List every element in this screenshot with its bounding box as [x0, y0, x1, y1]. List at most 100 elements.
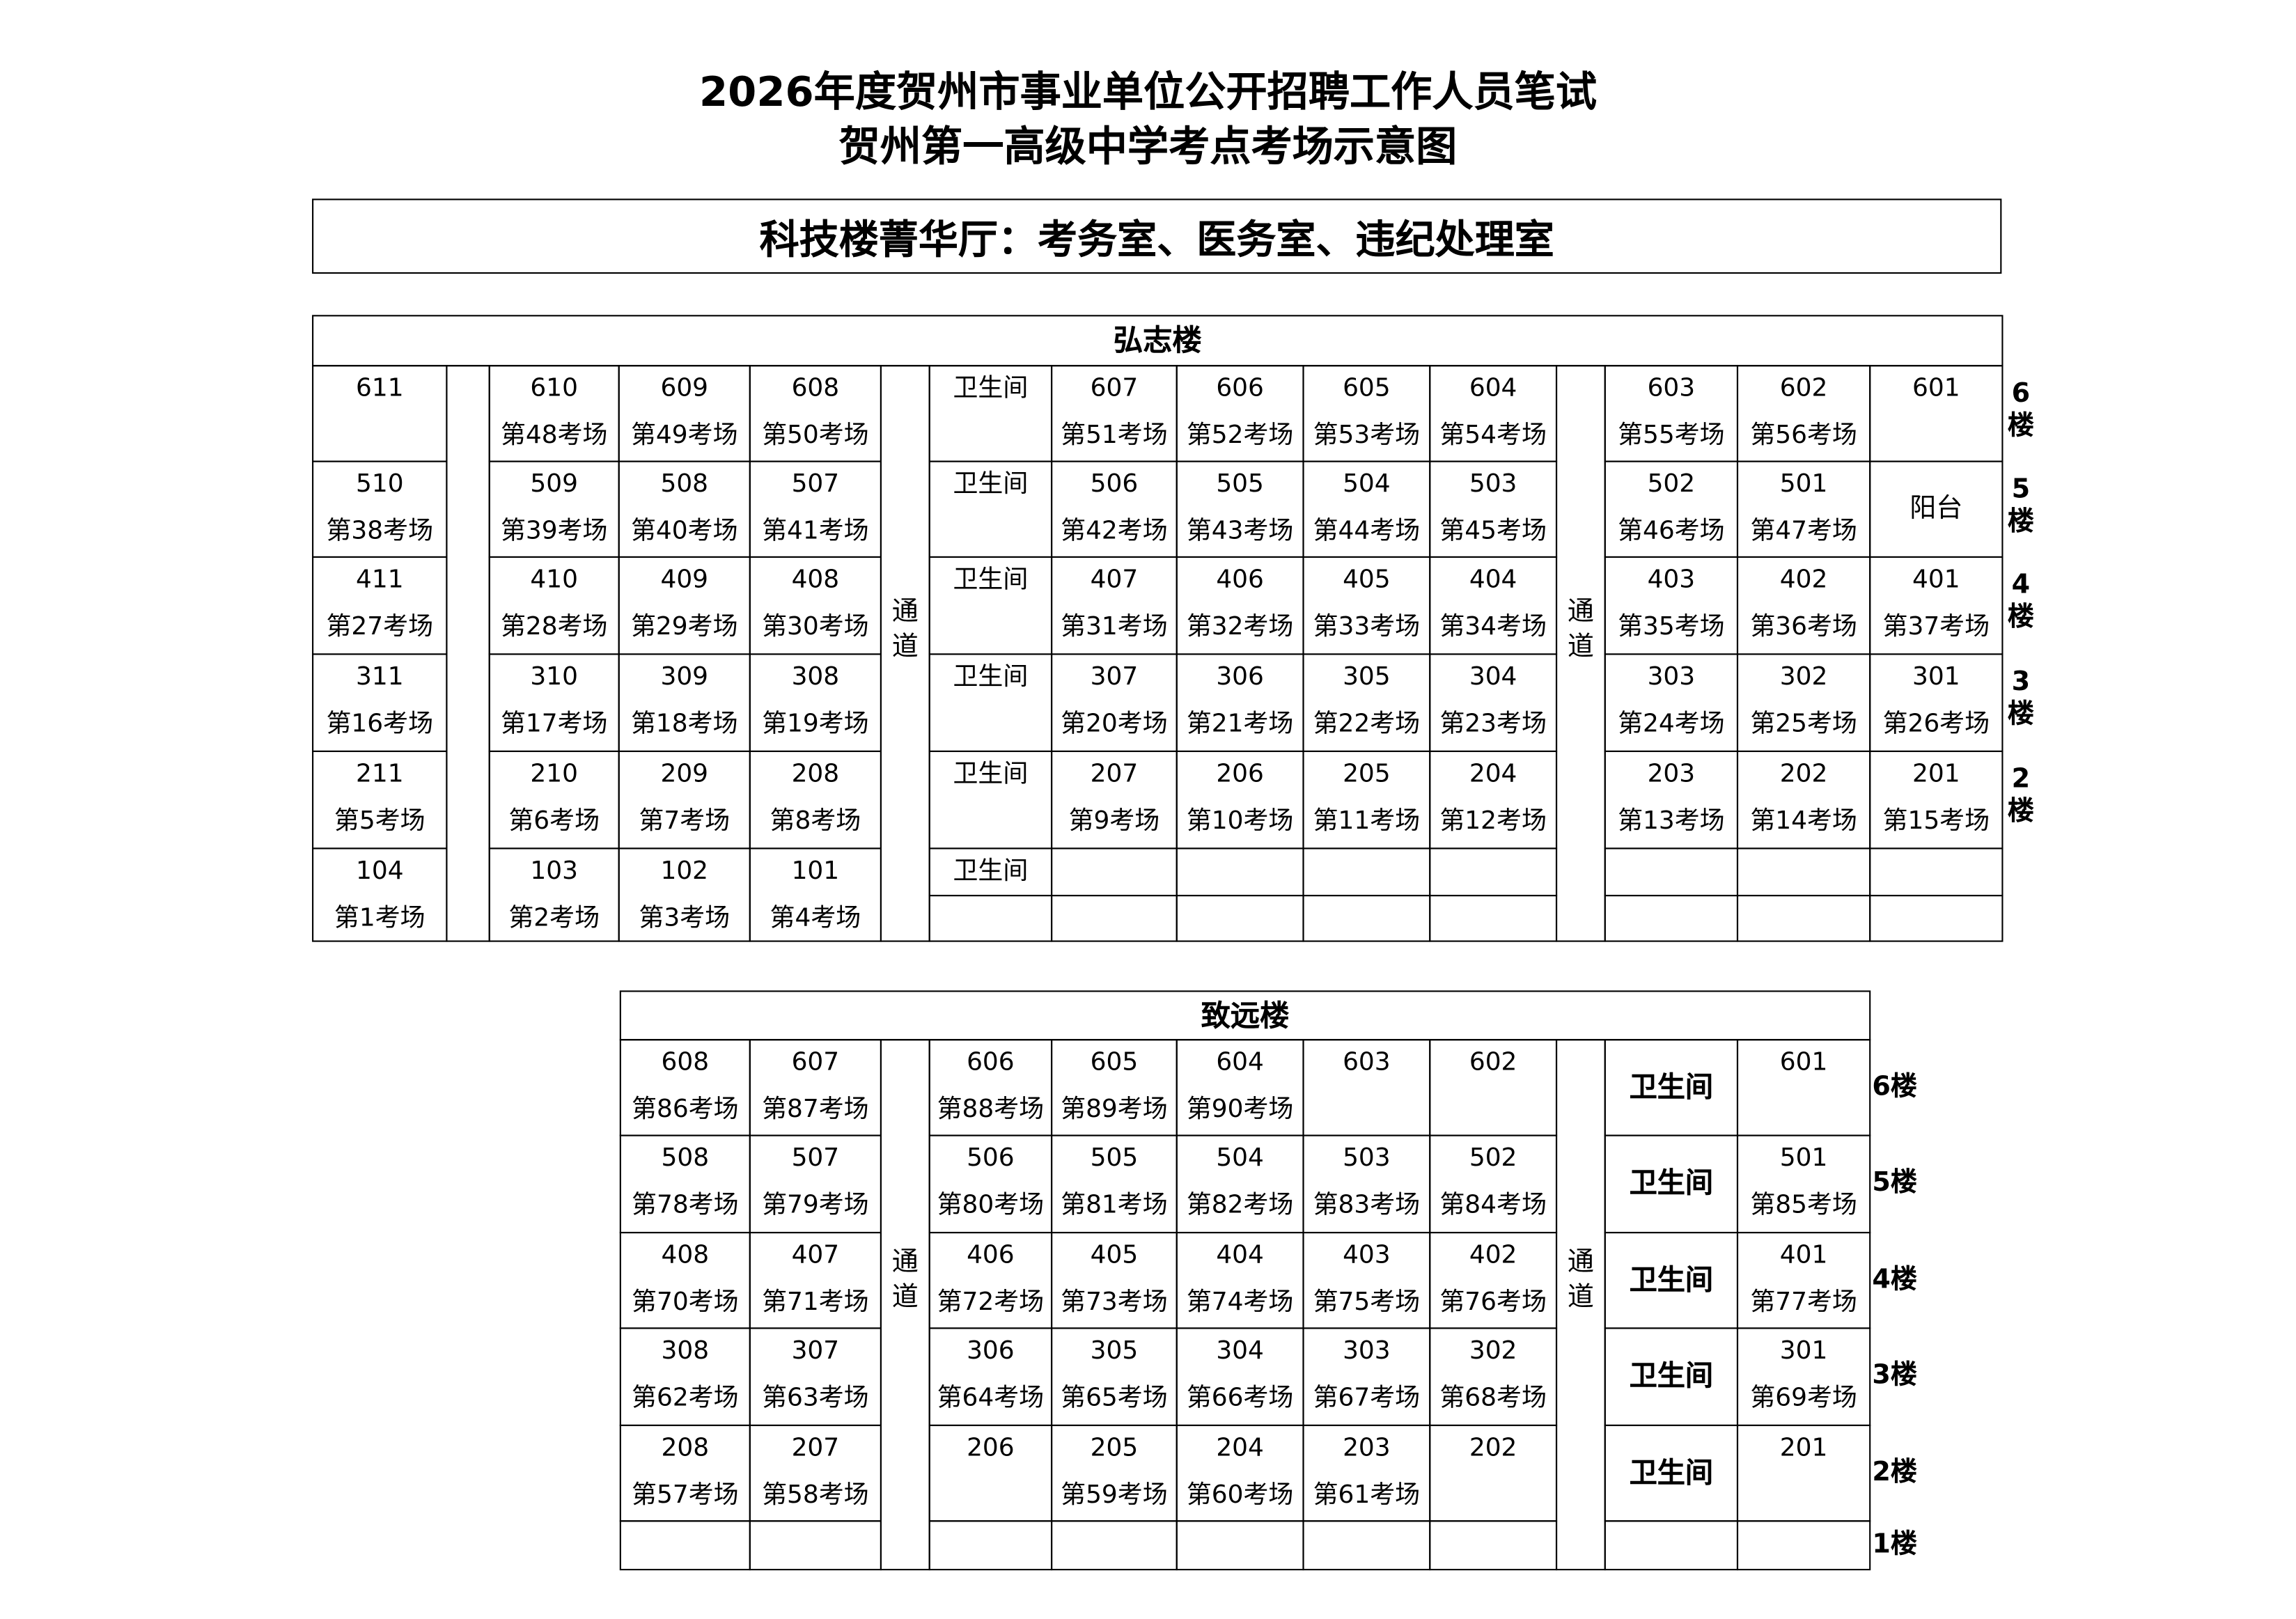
- room-number: 602: [1469, 1047, 1517, 1078]
- room-cell: [1604, 895, 1739, 942]
- room-cell: 卫生间: [1604, 1327, 1739, 1426]
- room-cell: [619, 1520, 751, 1571]
- room-number: 601: [1779, 1047, 1828, 1078]
- exam-room-label: 第52考场: [1186, 421, 1294, 451]
- room-number: 206: [967, 1433, 1015, 1463]
- room-cell: 307 第63考场: [749, 1327, 882, 1426]
- room-cell: 607 第51考场: [1051, 365, 1178, 462]
- room-number: 406: [967, 1240, 1015, 1270]
- room-number: 103: [530, 857, 579, 886]
- floor-label: 1楼: [1872, 1528, 1917, 1560]
- room-number: 101: [791, 857, 840, 886]
- room-cell: [1736, 1520, 1871, 1571]
- room-number: 403: [1647, 565, 1696, 595]
- room-number: 309: [660, 662, 709, 692]
- room-cell: 卫生间: [928, 460, 1053, 558]
- exam-room-label: 第54考场: [1439, 421, 1547, 451]
- exam-room-label: 第2考场: [508, 903, 600, 933]
- room-cell: 301 第69考场: [1736, 1327, 1871, 1426]
- room-number: 401: [1912, 565, 1960, 595]
- room-cell: 307 第20考场: [1051, 653, 1178, 752]
- room-number: 207: [1090, 759, 1139, 789]
- exam-room-label: 第6考场: [508, 806, 600, 836]
- room-cell: 504 第44考场: [1302, 460, 1431, 558]
- exam-room-label: 第79考场: [762, 1190, 869, 1221]
- exam-room-label: 第5考场: [334, 806, 425, 836]
- exam-room-label: 第66考场: [1186, 1383, 1294, 1413]
- exam-room-label: 第4考场: [770, 903, 861, 933]
- floor-label: 楼: [2007, 409, 2034, 441]
- room-cell: 402 第76考场: [1429, 1231, 1558, 1329]
- room-number: 407: [1090, 565, 1139, 595]
- room-cell: 309 第18考场: [618, 653, 751, 752]
- exam-room-label: 第30考场: [762, 612, 869, 642]
- room-number: 509: [530, 469, 579, 499]
- exam-room-label: 第14考场: [1750, 806, 1857, 836]
- room-number: 501: [1779, 1143, 1828, 1173]
- exam-room-label: 第20考场: [1061, 709, 1168, 739]
- exam-room-label: 第19考场: [762, 709, 869, 739]
- room-cell: 201 第15考场: [1869, 750, 2004, 850]
- room-number: 501: [1779, 469, 1828, 499]
- cell-note: 卫生间: [1629, 1263, 1714, 1296]
- exam-room-label: 第56考场: [1750, 421, 1857, 451]
- room-number: 602: [1779, 373, 1828, 404]
- exam-room-label: 第21考场: [1186, 709, 1294, 739]
- room-cell: [1302, 895, 1431, 942]
- exam-room-label: 第28考场: [500, 612, 608, 642]
- exam-room-label: 第8考场: [770, 806, 861, 836]
- room-number: 608: [661, 1047, 710, 1078]
- room-number: 505: [1090, 1143, 1139, 1173]
- room-cell: 306 第21考场: [1176, 653, 1304, 752]
- room-number: 卫生间: [953, 759, 1029, 789]
- room-cell: 401 第37考场: [1869, 556, 2004, 655]
- room-cell: 211 第5考场: [312, 750, 448, 850]
- room-number: 302: [1779, 662, 1828, 692]
- room-cell: 609 第49考场: [618, 365, 751, 462]
- room-cell: 603: [1302, 1039, 1431, 1136]
- passage-label: 道: [1567, 630, 1594, 662]
- room-cell: [1429, 1520, 1558, 1571]
- exam-room-label: 第62考场: [632, 1383, 739, 1413]
- room-cell: 303 第67考场: [1302, 1327, 1431, 1426]
- room-cell: 308 第62考场: [619, 1327, 751, 1426]
- exam-room-label: 第26考场: [1882, 709, 1990, 739]
- room-cell: 310 第17考场: [488, 653, 620, 752]
- room-cell: 311 第16考场: [312, 653, 448, 752]
- exam-room-label: 第88考场: [937, 1095, 1045, 1125]
- room-cell: 102 第3考场: [618, 847, 751, 942]
- exam-room-label: 第87考场: [762, 1095, 869, 1125]
- room-cell: 502 第84考场: [1429, 1134, 1558, 1234]
- floor-label: 3楼: [1872, 1359, 1917, 1391]
- exam-room-label: 第37考场: [1882, 612, 1990, 642]
- room-cell: 510 第38考场: [312, 460, 448, 558]
- room-cell: 205 第11考场: [1302, 750, 1431, 850]
- room-number: 408: [791, 565, 840, 595]
- exam-room-label: 第47考场: [1750, 516, 1857, 547]
- room-number: 606: [1216, 373, 1264, 404]
- room-cell: 505 第43考场: [1176, 460, 1304, 558]
- room-cell: 207 第9考场: [1051, 750, 1178, 850]
- exam-room-label: 第35考场: [1618, 612, 1725, 642]
- room-cell: [1604, 1520, 1739, 1571]
- room-cell: 204 第12考场: [1429, 750, 1558, 850]
- exam-room-label: 第18考场: [630, 709, 738, 739]
- room-cell: 201: [1736, 1424, 1871, 1522]
- floor-label: 2楼: [1872, 1456, 1917, 1487]
- exam-room-label: 第11考场: [1313, 806, 1421, 836]
- floor-label: 2: [2011, 763, 2031, 795]
- room-cell: 306 第64考场: [928, 1327, 1053, 1426]
- room-cell: 509 第39考场: [488, 460, 620, 558]
- passage-label: 道: [891, 630, 919, 662]
- room-cell: [1051, 847, 1178, 897]
- exam-room-label: 第42考场: [1061, 516, 1168, 547]
- room-number: 310: [530, 662, 579, 692]
- room-cell: [928, 1520, 1053, 1571]
- room-number: 308: [661, 1336, 710, 1366]
- floor-label: 楼: [2007, 505, 2034, 537]
- exam-room-label: 第9考场: [1068, 806, 1160, 836]
- exam-room-label: 第51考场: [1061, 421, 1168, 451]
- room-cell: 407 第31考场: [1051, 556, 1178, 655]
- room-cell: [1429, 895, 1558, 942]
- room-cell: 202 第14考场: [1736, 750, 1871, 850]
